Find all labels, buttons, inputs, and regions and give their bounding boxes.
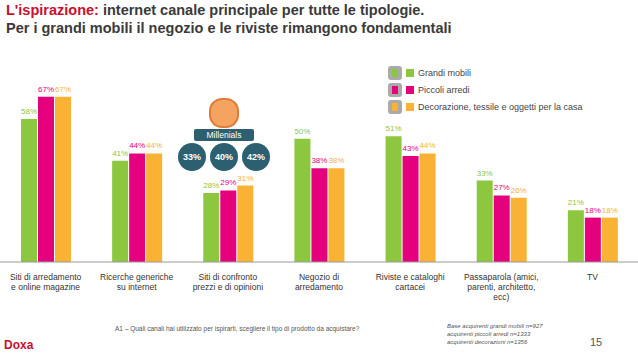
- html-text:Grandi mobili: Grandi mobili: [418, 67, 471, 78]
- html-text:Piccoli arredi: Piccoli arredi: [418, 84, 470, 95]
- html-text:A1 – Quali canali hai utilizza: A1 – Quali canali hai utilizzato per isp…: [115, 325, 360, 332]
- html-text:15: 15: [590, 336, 603, 348]
- svg-text:26%: 26%: [511, 186, 527, 195]
- html-text:Doxa: Doxa: [4, 338, 34, 352]
- html-text:acquirenti decorazioni n=1356: acquirenti decorazioni n=1356: [447, 339, 528, 345]
- svg-text:50%: 50%: [294, 127, 310, 136]
- svg-text:Passaparola (amici,parenti, ar: Passaparola (amici,parenti, architetto,e…: [464, 272, 539, 302]
- svg-text:43%: 43%: [403, 144, 419, 153]
- svg-text:27%: 27%: [494, 183, 510, 192]
- svg-text:Siti di arredamentoe online ma: Siti di arredamentoe online magazine: [10, 272, 82, 292]
- svg-text:29%: 29%: [220, 178, 236, 187]
- svg-text:41%: 41%: [112, 149, 128, 158]
- svg-text:67%: 67%: [55, 85, 71, 94]
- svg-text:67%: 67%: [38, 85, 54, 94]
- svg-text:18%: 18%: [602, 206, 618, 215]
- html-text:acquirenti piccoli arredi n=13: acquirenti piccoli arredi n=1333: [447, 331, 531, 337]
- svg-text:38%: 38%: [328, 156, 344, 165]
- svg-text:58%: 58%: [21, 107, 37, 116]
- svg-text:44%: 44%: [146, 141, 162, 150]
- svg-text:31%: 31%: [237, 174, 253, 183]
- html-text:33%: 33%: [183, 152, 201, 162]
- html-text:Base acquirenti grandi mobili: Base acquirenti grandi mobili n=927: [447, 323, 543, 329]
- svg-text:Negozio diarredamento: Negozio diarredamento: [295, 272, 343, 292]
- html-text:Decorazione, tessile e oggetti: Decorazione, tessile e oggetti per la ca…: [418, 101, 583, 112]
- html-text:40%: 40%: [215, 152, 233, 162]
- html-text:L'ispirazione: internet canale: L'ispirazione: internet canale principal…: [6, 2, 425, 18]
- svg-text:Ricerche generichesu internet: Ricerche generichesu internet: [100, 272, 174, 292]
- svg-text:51%: 51%: [386, 124, 402, 133]
- svg-text:44%: 44%: [420, 141, 436, 150]
- svg-text:44%: 44%: [129, 141, 145, 150]
- svg-text:21%: 21%: [568, 198, 584, 207]
- svg-text:28%: 28%: [203, 181, 219, 190]
- svg-text:Riviste e cataloghicartacei: Riviste e cataloghicartacei: [376, 272, 445, 292]
- html-text:42%: 42%: [247, 152, 265, 162]
- svg-text:33%: 33%: [477, 169, 493, 178]
- html-text:Per i grandi mobili il negozio: Per i grandi mobili il negozio e le rivi…: [6, 20, 452, 36]
- svg-text:38%: 38%: [311, 156, 327, 165]
- html-text:Millenials: Millenials: [206, 130, 242, 140]
- svg-text:Siti di confrontoprezzi e di o: Siti di confrontoprezzi e di opinioni: [193, 272, 264, 292]
- svg-text:18%: 18%: [585, 206, 601, 215]
- svg-text:TV: TV: [587, 272, 598, 282]
